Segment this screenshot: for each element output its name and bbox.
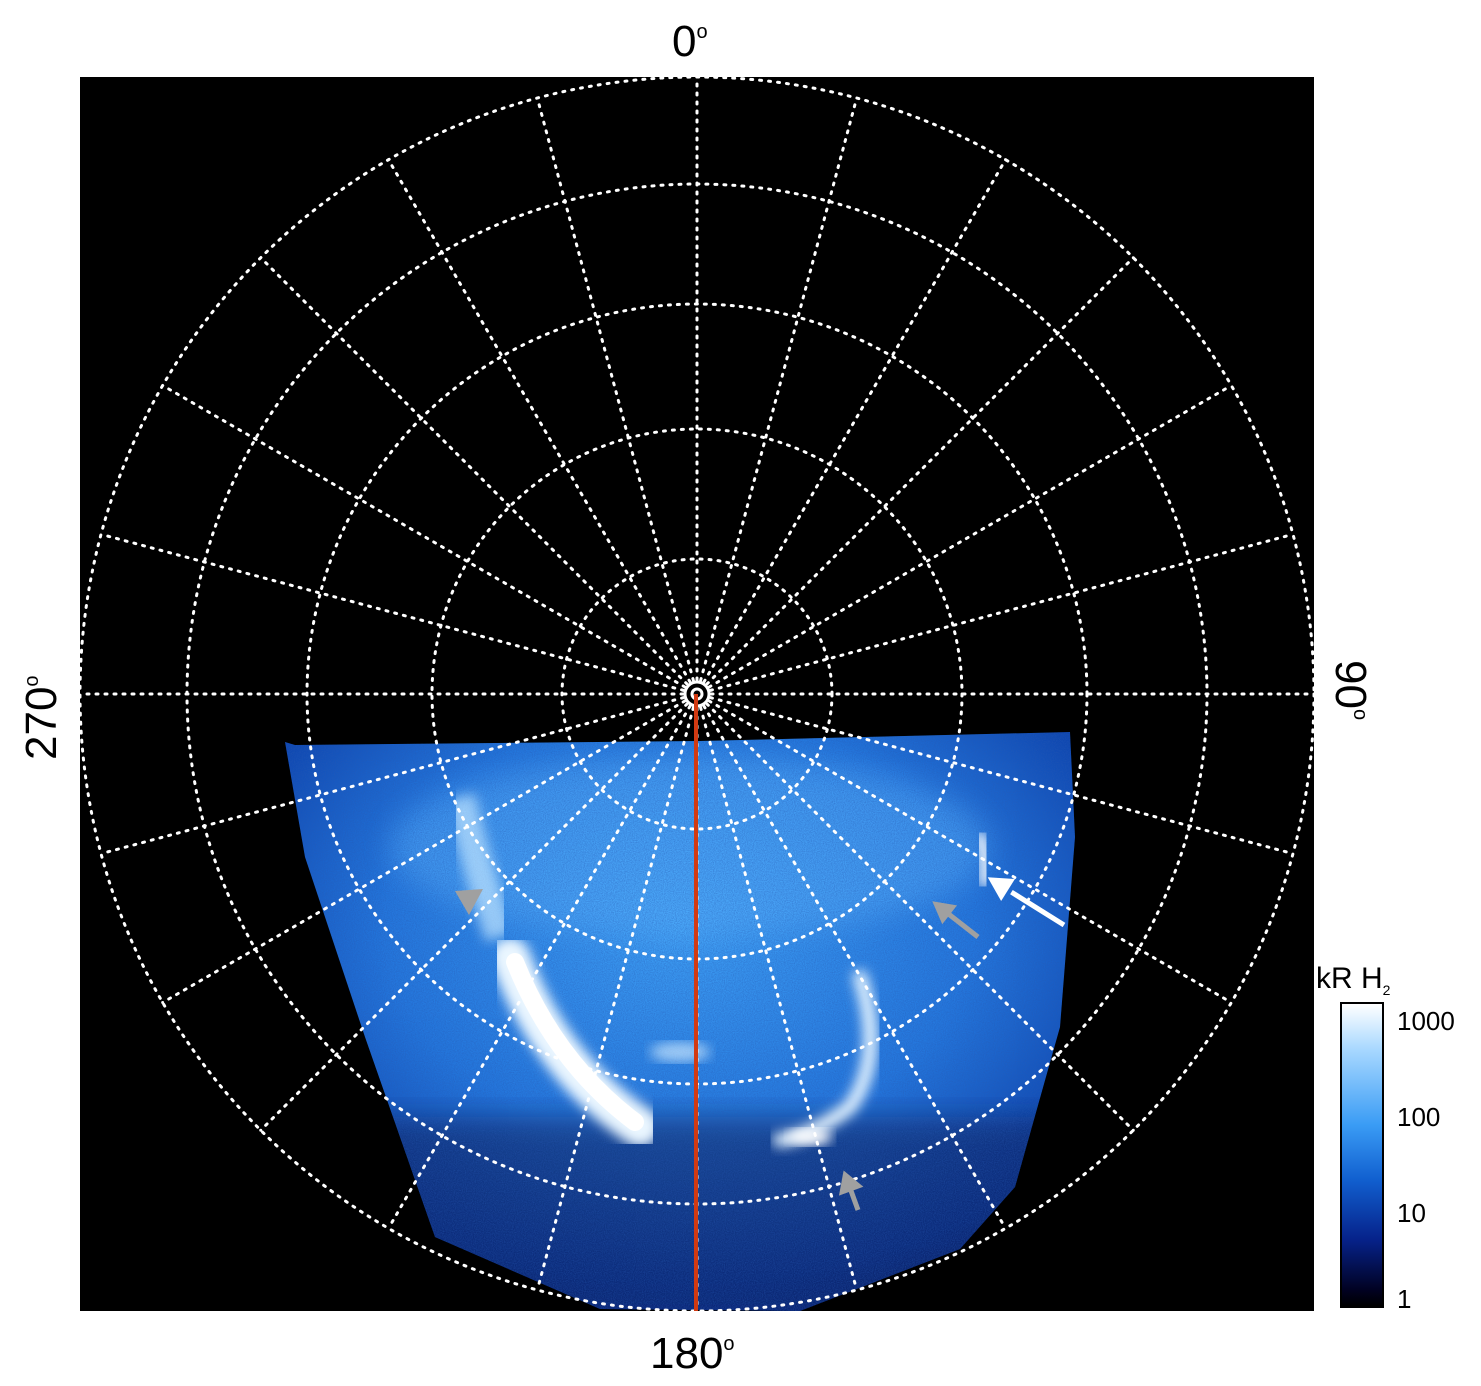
annotation-arrows xyxy=(455,877,1066,1211)
longitude-line xyxy=(387,158,692,684)
longitude-line xyxy=(709,532,1295,692)
longitude-label-180: 180o xyxy=(650,1329,735,1378)
emission-region xyxy=(285,732,1075,1311)
longitude-line xyxy=(259,256,689,686)
longitude-line xyxy=(161,699,687,1004)
longitude-line xyxy=(535,96,695,682)
longitude-line xyxy=(699,96,859,682)
longitude-line xyxy=(702,158,1007,684)
colorbar-tick: 1 xyxy=(1397,1284,1412,1314)
polar-aurora-image xyxy=(80,77,1314,1311)
longitude-label-90: 90o xyxy=(1326,660,1375,721)
longitude-line xyxy=(99,696,685,856)
latitude-circle xyxy=(560,557,834,831)
longitude-label-0: 0o xyxy=(672,17,708,66)
colorbar-tick: 1000 xyxy=(1397,1006,1455,1036)
colorbar-tick: 100 xyxy=(1397,1102,1441,1132)
longitude-line xyxy=(705,256,1135,686)
colorbar-tick: 10 xyxy=(1397,1198,1426,1228)
longitude-line xyxy=(535,706,695,1292)
longitude-line xyxy=(699,706,859,1292)
longitude-label-270: 270o xyxy=(17,675,66,760)
colorbar-title: kR H2 xyxy=(1316,962,1391,998)
gray-arrow xyxy=(455,889,483,915)
longitude-line xyxy=(707,699,1233,1004)
longitude-line xyxy=(709,696,1295,856)
longitude-line xyxy=(387,704,692,1230)
longitude-line xyxy=(705,702,1135,1132)
longitude-line xyxy=(99,532,685,692)
longitude-line xyxy=(707,384,1233,689)
longitude-line xyxy=(702,704,1007,1230)
gray-arrow xyxy=(838,1170,864,1211)
longitude-line xyxy=(259,702,689,1132)
longitude-line xyxy=(161,384,687,689)
colorbar xyxy=(1340,1002,1384,1308)
gray-arrow xyxy=(932,901,980,939)
white-arrow xyxy=(987,877,1066,928)
